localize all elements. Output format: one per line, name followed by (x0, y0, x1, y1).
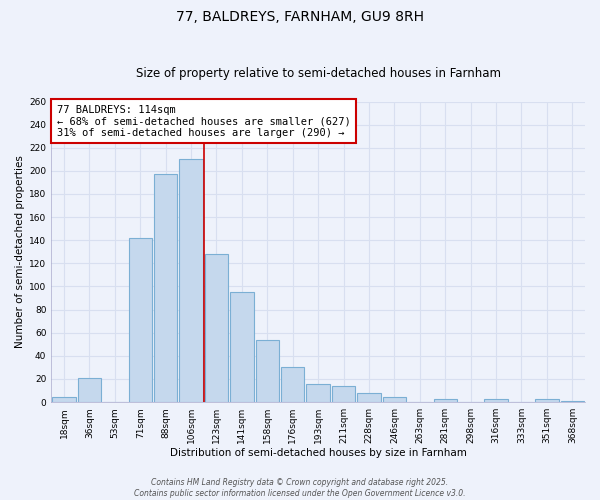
Y-axis label: Number of semi-detached properties: Number of semi-detached properties (15, 156, 25, 348)
Bar (560, 401, 584, 402)
Text: 77, BALDREYS, FARNHAM, GU9 8RH: 77, BALDREYS, FARNHAM, GU9 8RH (176, 10, 424, 24)
Bar (357, 393, 380, 402)
Bar (281, 368, 304, 402)
Text: Contains HM Land Registry data © Crown copyright and database right 2025.
Contai: Contains HM Land Registry data © Crown c… (134, 478, 466, 498)
Bar (484, 398, 508, 402)
Text: 77 BALDREYS: 114sqm
← 68% of semi-detached houses are smaller (627)
31% of semi-: 77 BALDREYS: 114sqm ← 68% of semi-detach… (56, 104, 350, 138)
Bar (434, 398, 457, 402)
Bar (205, 254, 228, 402)
Bar (154, 174, 178, 402)
Bar (535, 398, 559, 402)
Bar (128, 238, 152, 402)
Bar (52, 398, 76, 402)
Bar (230, 292, 254, 402)
Bar (383, 398, 406, 402)
Bar (332, 386, 355, 402)
Title: Size of property relative to semi-detached houses in Farnham: Size of property relative to semi-detach… (136, 66, 500, 80)
Bar (307, 384, 330, 402)
Bar (256, 340, 279, 402)
X-axis label: Distribution of semi-detached houses by size in Farnham: Distribution of semi-detached houses by … (170, 448, 467, 458)
Bar (78, 378, 101, 402)
Bar (179, 160, 203, 402)
